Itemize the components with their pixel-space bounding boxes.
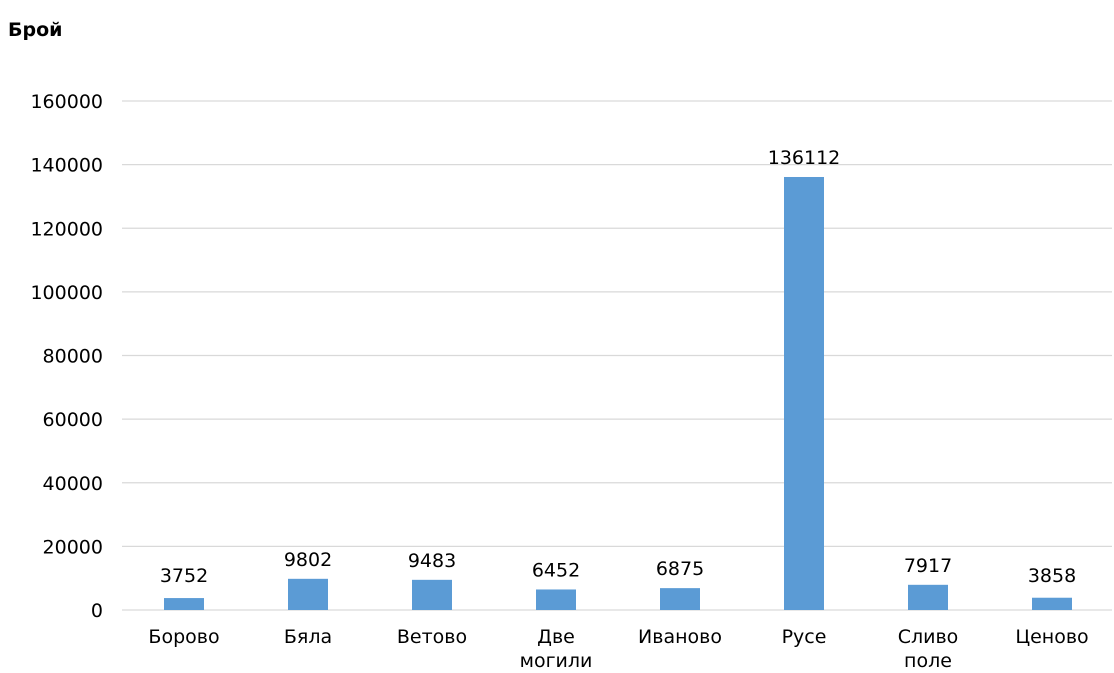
x-tick-label: Иваново	[638, 626, 722, 648]
data-label: 3858	[1028, 565, 1076, 587]
y-tick-label: 100000	[30, 282, 103, 304]
bar	[908, 584, 948, 610]
bars	[164, 176, 1072, 610]
bar	[1032, 597, 1072, 610]
data-label: 9483	[408, 550, 456, 572]
y-tick-label: 120000	[30, 218, 103, 240]
bar	[288, 578, 328, 610]
x-tick-label: Ценово	[1015, 626, 1088, 648]
gridlines	[122, 100, 1112, 611]
bar	[412, 579, 452, 610]
y-tick-label: 20000	[43, 536, 103, 558]
x-tick-label: Две могили	[520, 626, 593, 672]
data-label: 9802	[284, 549, 332, 571]
data-label: 6875	[656, 558, 704, 580]
x-axis-ticks: Борово Бяла Ветово Две могили Иваново Русе Слив…	[148, 626, 1088, 672]
data-labels: 3752 9802 9483 6452 6875 136112 7917 3858	[160, 147, 1076, 587]
bar	[536, 589, 576, 610]
y-tick-label: 60000	[43, 409, 103, 431]
x-tick-label: Борово	[148, 626, 219, 648]
y-tick-label: 40000	[43, 473, 103, 495]
y-tick-label: 160000	[30, 91, 103, 113]
y-axis-ticks: 0 20000 40000 60000 80000 100000 120000 140000 1…	[30, 91, 103, 622]
bar	[660, 588, 700, 610]
bar	[784, 176, 824, 610]
bar	[164, 598, 204, 610]
data-label: 7917	[904, 555, 952, 577]
data-label: 6452	[532, 559, 580, 581]
x-tick-label: Сливо поле	[898, 626, 959, 672]
y-tick-label: 140000	[30, 155, 103, 177]
data-label: 3752	[160, 565, 208, 587]
x-tick-label: Ветово	[397, 626, 467, 648]
data-label: 136112	[768, 147, 841, 169]
y-tick-label: 0	[91, 600, 103, 622]
x-tick-label: Русе	[782, 626, 827, 648]
y-tick-label: 80000	[43, 346, 103, 368]
x-tick-label: Бяла	[284, 626, 332, 648]
y-axis-label: Брой	[8, 19, 62, 41]
